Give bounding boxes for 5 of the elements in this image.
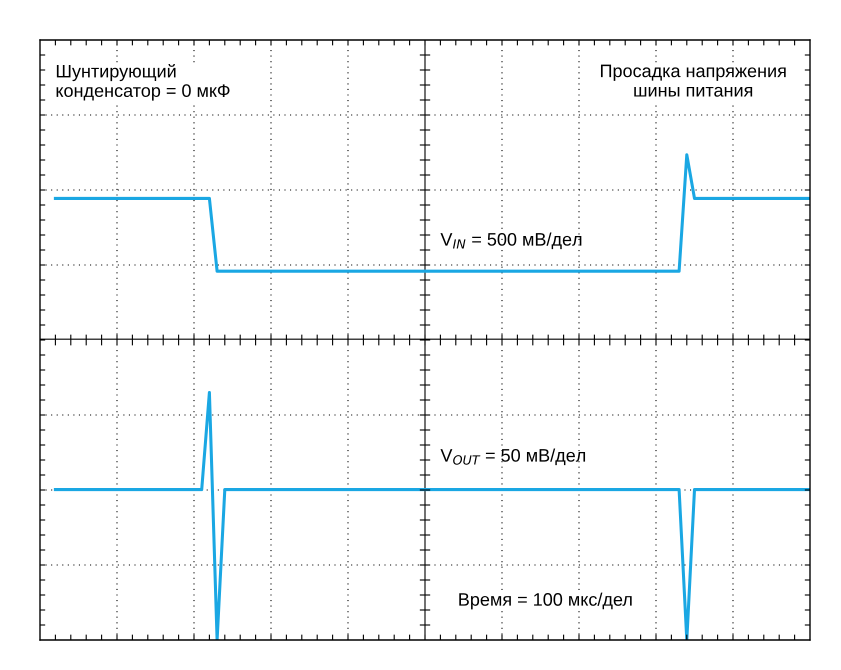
text: Шунтирующий конденсатор = 0 мкФ: [56, 64, 230, 101]
text: Просадка напряжения шины питания: [600, 64, 786, 97]
series-label: V$_{OUT}$ = 50 мВ/дел: [440, 448, 586, 466]
annotation: Время = 100 мкс/дел: [459, 592, 632, 610]
series-label: V$_{IN}$ = 500 мВ/дел: [440, 232, 582, 250]
